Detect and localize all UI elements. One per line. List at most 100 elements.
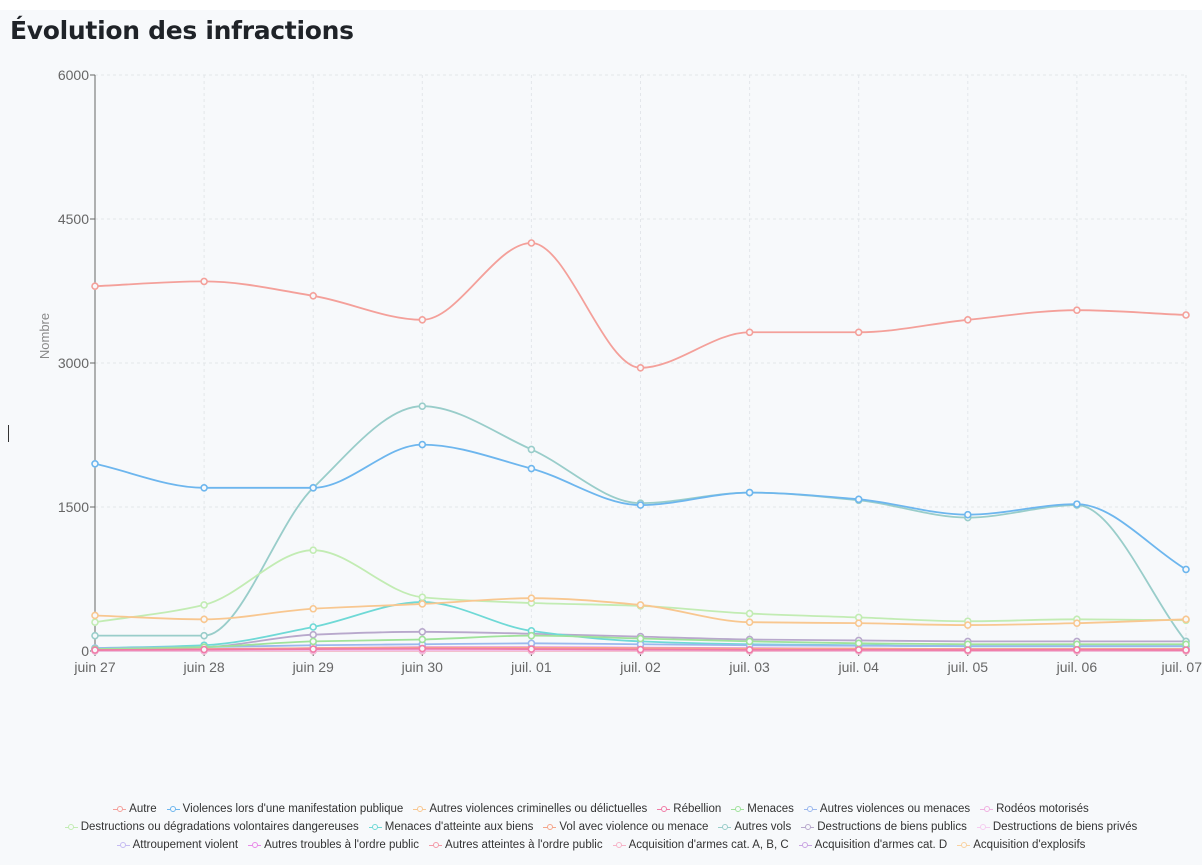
x-tick-label: juil. 05 [947, 659, 989, 675]
legend-item[interactable]: Autres atteintes à l'ordre public [429, 839, 603, 851]
legend-label: Autres violences ou menaces [819, 803, 971, 815]
legend-label: Destructions ou dégradations volontaires… [80, 821, 359, 833]
data-point [91, 282, 99, 291]
chart-grid [94, 74, 1187, 652]
legend-item[interactable]: Rébellion [657, 803, 721, 815]
legend-label: Autres atteintes à l'ordre public [445, 839, 603, 851]
data-point [309, 645, 318, 653]
data-point [963, 646, 972, 654]
data-point [636, 645, 645, 654]
data-point [309, 483, 318, 492]
data-point [309, 637, 318, 646]
x-tick-label: juil. 06 [1056, 659, 1098, 675]
x-tick-label: juin 28 [182, 659, 224, 675]
legend-marker-icon [113, 805, 127, 813]
legend-item[interactable]: Autres troubles à l'ordre public [248, 839, 419, 851]
data-point [527, 445, 536, 454]
legend-marker-icon [166, 805, 180, 813]
tick-labels: 0 1500 3000 4500 6000 juin 27 juin 28 juin 29 ju… [58, 67, 1202, 675]
line-chart: 0 1500 3000 4500 6000 juin 27 juin 28 juin 29 ju… [37, 67, 1202, 675]
data-point [91, 646, 99, 654]
text-cursor [8, 425, 9, 442]
data-point [1182, 311, 1190, 319]
series-1 [91, 440, 1190, 574]
data-point [91, 631, 99, 640]
data-point [418, 644, 427, 653]
data-point [527, 645, 536, 653]
data-point [527, 464, 536, 473]
data-point [1182, 646, 1190, 654]
data-point [963, 315, 972, 324]
data-point [418, 440, 427, 449]
legend-item[interactable]: Acquisition d'armes cat. A, B, C [612, 839, 789, 851]
data-point [1182, 615, 1190, 624]
chart-legend: Autre Violences lors d'une manifestation … [0, 800, 1202, 854]
legend-item[interactable]: Violences lors d'une manifestation publi… [166, 803, 403, 815]
y-tick-label: 3000 [58, 355, 89, 371]
legend-item[interactable]: Menaces [731, 803, 794, 815]
data-point [200, 601, 208, 609]
legend-item[interactable]: Destructions de biens privés [976, 821, 1138, 833]
legend-marker-icon [976, 823, 990, 831]
data-point [854, 619, 863, 627]
data-point [854, 328, 863, 337]
data-point [854, 646, 863, 654]
legend-row: Destructions ou dégradations volontaires… [0, 818, 1202, 836]
legend-label: Acquisition d'explosifs [973, 839, 1086, 851]
legend-item[interactable]: Autres violences ou menaces [803, 803, 971, 815]
legend-item[interactable]: Rodéos motorisés [980, 803, 1089, 815]
data-point [309, 604, 318, 613]
legend-marker-icon [957, 841, 971, 849]
data-point [309, 623, 318, 631]
y-tick-label: 0 [81, 643, 89, 659]
data-point [527, 239, 536, 247]
data-point [745, 488, 754, 497]
legend-marker-icon [248, 841, 262, 849]
legend-label: Autre [129, 803, 157, 815]
series-0 [91, 239, 1190, 372]
series-line [95, 405, 1187, 642]
legend-label: Autres troubles à l'ordre public [264, 839, 420, 851]
legend-item[interactable]: Menaces d'atteinte aux biens [368, 821, 534, 833]
x-tick-label: juin 27 [73, 659, 115, 675]
legend-marker-icon [543, 823, 557, 831]
legend-item[interactable]: Vol avec violence ou menace [543, 821, 708, 833]
legend-label: Acquisition d'armes cat. A, B, C [628, 839, 789, 851]
legend-marker-icon [368, 823, 382, 831]
legend-row: Autre Violences lors d'une manifestation … [0, 800, 1202, 818]
legend-marker-icon [980, 805, 994, 813]
legend-label: Rodéos motorisés [996, 803, 1089, 815]
x-tick-label: juil. 07 [1161, 659, 1202, 675]
legend-item[interactable]: Destructions de biens publics [801, 821, 967, 833]
legend-label: Vol avec violence ou menace [559, 821, 709, 833]
legend-item[interactable]: Acquisition d'armes cat. D [798, 839, 948, 851]
legend-label: Acquisition d'armes cat. D [814, 839, 948, 851]
legend-label: Autres violences criminelles ou délictue… [429, 803, 648, 815]
data-point [527, 631, 536, 640]
legend-item[interactable]: Attroupement violent [116, 839, 238, 851]
data-point [963, 510, 972, 519]
x-tick-label: juin 30 [401, 659, 443, 675]
data-point [200, 631, 208, 640]
legend-label: Menaces d'atteinte aux biens [384, 821, 534, 833]
y-tick-label: 1500 [58, 499, 89, 515]
data-point [636, 601, 645, 609]
data-point [91, 618, 99, 627]
legend-marker-icon [413, 805, 427, 813]
legend-label: Destructions de biens privés [992, 821, 1138, 833]
legend-item[interactable]: Acquisition d'explosifs [957, 839, 1085, 851]
data-point [745, 618, 754, 627]
legend-item[interactable]: Autres violences criminelles ou délictue… [413, 803, 647, 815]
legend-item[interactable]: Autres vols [718, 821, 791, 833]
legend-marker-icon [116, 841, 130, 849]
legend-item[interactable]: Destructions ou dégradations volontaires… [64, 821, 359, 833]
legend-marker-icon [718, 823, 732, 831]
data-point [200, 483, 208, 492]
legend-marker-icon [798, 841, 812, 849]
data-point [418, 402, 427, 411]
legend-label: Rébellion [673, 803, 722, 815]
data-point [418, 627, 427, 636]
legend-item[interactable]: Autre [113, 803, 157, 815]
legend-marker-icon [731, 805, 745, 813]
series-4 [91, 631, 1190, 653]
